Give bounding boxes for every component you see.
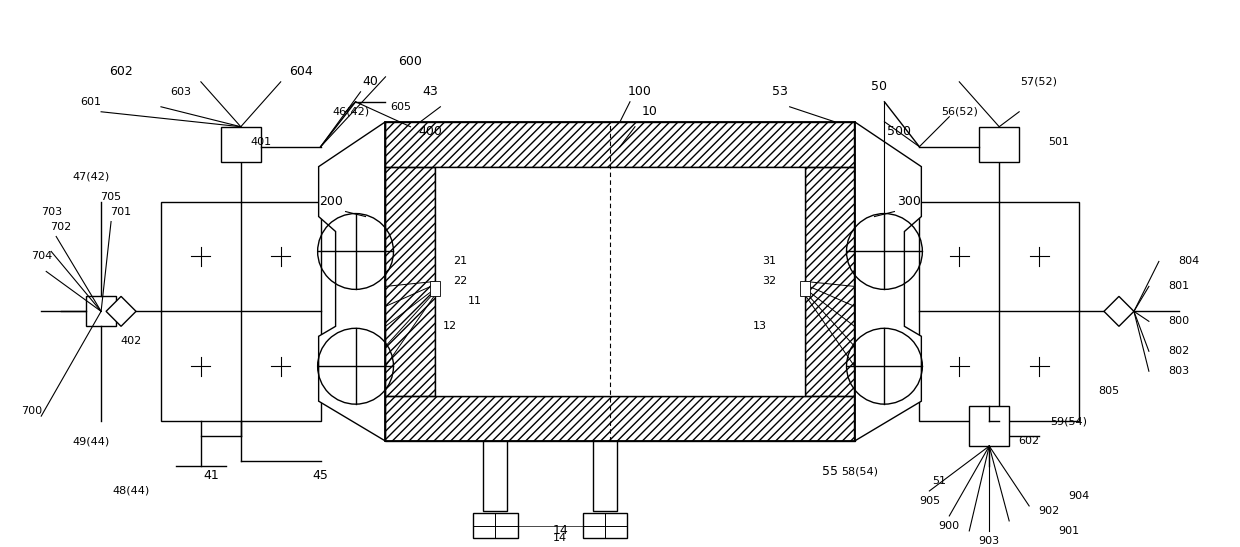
Text: 41: 41 (203, 469, 218, 482)
Bar (593, 441, 618, 511)
Text: 801: 801 (1168, 281, 1189, 292)
Text: 31: 31 (763, 257, 776, 266)
Text: 43: 43 (423, 85, 438, 98)
Bar (386, 122, 854, 441)
Text: 901: 901 (1059, 526, 1080, 536)
Text: 55: 55 (822, 464, 837, 478)
Text: 602: 602 (1018, 436, 1039, 446)
Bar (386, 396, 854, 441)
Text: 902: 902 (1038, 506, 1060, 516)
Bar (484, 441, 507, 511)
Text: 53: 53 (771, 85, 787, 98)
Text: 40: 40 (362, 75, 378, 88)
Text: 57(52): 57(52) (1021, 77, 1058, 87)
Text: 605: 605 (389, 102, 410, 112)
Text: 401: 401 (250, 137, 272, 147)
Text: 905: 905 (919, 496, 940, 506)
Bar (161, 202, 321, 421)
Bar (386, 396, 854, 441)
Bar (386, 122, 854, 167)
Text: 56(52): 56(52) (941, 107, 977, 117)
Polygon shape (319, 122, 386, 441)
Bar (919, 202, 1079, 421)
Text: 501: 501 (1049, 137, 1070, 147)
Text: 58(54): 58(54) (841, 466, 878, 476)
Text: 300: 300 (898, 195, 921, 208)
Bar (386, 122, 854, 167)
Polygon shape (854, 122, 921, 441)
Text: 59(54): 59(54) (1050, 416, 1087, 426)
Text: 200: 200 (319, 195, 342, 208)
Text: 50: 50 (872, 80, 888, 94)
Text: 21: 21 (454, 257, 467, 266)
Text: 32: 32 (763, 276, 776, 287)
Bar (430, 281, 440, 296)
Text: 14: 14 (553, 533, 567, 543)
Text: 13: 13 (753, 321, 766, 331)
Bar (221, 127, 260, 162)
Bar (386, 167, 435, 396)
Text: 51: 51 (932, 476, 946, 486)
Text: 904: 904 (1069, 491, 1090, 501)
Text: 601: 601 (81, 97, 102, 107)
Text: 500: 500 (888, 125, 911, 138)
Text: 802: 802 (1168, 346, 1189, 356)
Text: 803: 803 (1168, 366, 1189, 376)
Text: 903: 903 (978, 536, 999, 546)
Text: 702: 702 (51, 222, 72, 231)
Text: 701: 701 (110, 207, 131, 217)
Bar (980, 127, 1019, 162)
Text: 402: 402 (120, 336, 141, 346)
Text: 603: 603 (170, 87, 191, 97)
Text: 705: 705 (100, 191, 122, 202)
Bar (435, 167, 805, 396)
Text: 700: 700 (21, 406, 42, 416)
Bar (805, 167, 854, 396)
Text: 100: 100 (627, 85, 652, 98)
Polygon shape (1104, 296, 1133, 327)
Text: 703: 703 (41, 207, 62, 217)
Text: 604: 604 (289, 65, 312, 78)
Text: 45: 45 (312, 469, 329, 482)
Text: 47(42): 47(42) (72, 172, 109, 182)
Text: 49(44): 49(44) (72, 436, 109, 446)
Text: 46(42): 46(42) (332, 107, 370, 117)
Bar (386, 167, 435, 396)
Text: 804: 804 (1178, 257, 1199, 266)
Text: 12: 12 (443, 321, 458, 331)
Bar (800, 281, 810, 296)
Text: 11: 11 (469, 296, 482, 306)
Text: 704: 704 (31, 252, 52, 261)
Text: 14: 14 (552, 525, 568, 537)
Text: 10: 10 (642, 105, 658, 118)
Text: 602: 602 (109, 65, 133, 78)
Bar (86, 296, 117, 327)
Text: 805: 805 (1099, 386, 1120, 396)
Bar (472, 514, 518, 538)
Text: 800: 800 (1168, 316, 1189, 327)
Bar (970, 406, 1009, 446)
Polygon shape (107, 296, 136, 327)
Bar (583, 514, 627, 538)
Text: 600: 600 (398, 55, 423, 68)
Text: 900: 900 (939, 521, 960, 531)
Text: 22: 22 (453, 276, 467, 287)
Bar (805, 167, 854, 396)
Text: 48(44): 48(44) (113, 486, 150, 496)
Text: 400: 400 (418, 125, 443, 138)
